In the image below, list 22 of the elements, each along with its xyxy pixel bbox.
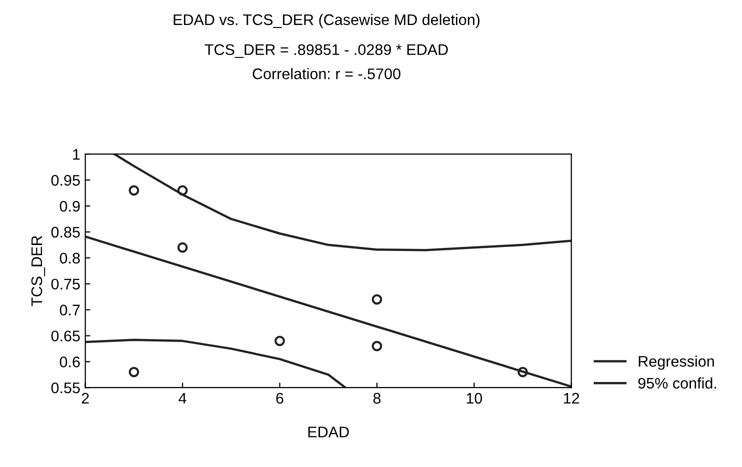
x-tick-label: 2 [82,392,89,404]
legend-label: 95% confid. [638,377,716,389]
y-tick-label: 0.8 [60,252,80,264]
x-tick-label: 4 [178,393,186,404]
y-axis-title: TCS_DER [31,236,46,306]
x-axis-title: EDAD [308,426,349,438]
chart-subtitle: TCS_DER = .89851 - .0289 * EDAD Correlation: r = -.5700 [204,44,448,80]
y-tick-label: 0.65 [51,330,80,342]
y-tick-label: 0.7 [60,304,80,316]
x-tick-label: 12 [564,392,580,404]
x-tick-label: 10 [466,392,482,404]
y-tick-label: 0.85 [51,226,80,238]
y-tick-label: 0.9 [60,200,80,212]
y-tick-label: 0.55 [51,382,80,394]
legend-label: Regression [638,356,714,370]
x-tick-label: 6 [276,392,284,404]
y-tick-label: 1 [73,149,80,160]
y-tick-label: 0.75 [51,278,80,290]
x-tick-label: 8 [373,392,381,404]
y-tick-label: 0.6 [60,356,80,368]
y-tick-label: 0.95 [51,174,80,186]
chart-title: EDAD vs. TCS_DER (Casewise MD deletion) [174,14,480,28]
